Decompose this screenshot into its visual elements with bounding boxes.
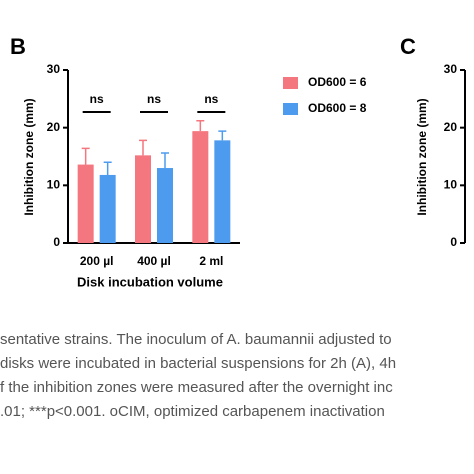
legend-label: OD600 = 6 xyxy=(308,75,367,89)
bar xyxy=(135,155,151,243)
error-bar xyxy=(218,130,227,141)
y-tick-label: 0 xyxy=(53,235,60,249)
y-tick-label: 20 xyxy=(444,120,458,134)
annotation: ns xyxy=(90,92,104,106)
y-tick-label: 10 xyxy=(47,178,61,192)
y-tick-label: 0 xyxy=(450,235,457,249)
y-tick-label: 10 xyxy=(444,178,458,192)
y-axis-label: Inhibition zone (mm) xyxy=(22,98,36,215)
y-tick-label: 30 xyxy=(47,62,61,76)
caption-line: sentative strains. The inoculum of A. ba… xyxy=(0,331,392,348)
y-tick-label: 30 xyxy=(444,62,458,76)
x-tick-label: 400 µl xyxy=(137,254,171,268)
caption-line: .01; ***p<0.001. oCIM, optimized carbape… xyxy=(0,403,385,420)
error-bar xyxy=(196,119,205,132)
y-axis-label: Inhibition zone (mm) xyxy=(415,98,429,215)
caption-line: disks were incubated in bacterial suspen… xyxy=(0,355,396,372)
error-bar xyxy=(81,147,90,165)
error-bar xyxy=(139,139,147,156)
bar xyxy=(214,140,231,243)
legend-swatch xyxy=(283,103,298,115)
bar xyxy=(77,164,94,243)
caption-line: f the inhibition zones were measured aft… xyxy=(0,379,393,396)
x-axis-label: Disk incubation volume xyxy=(77,274,223,289)
annotation: ns xyxy=(147,92,161,106)
legend-swatch xyxy=(283,77,298,89)
error-bar xyxy=(161,152,169,169)
y-tick-label: 20 xyxy=(47,120,61,134)
x-tick-label: 2 ml xyxy=(199,254,223,268)
bar xyxy=(157,168,173,243)
legend-label: OD600 = 8 xyxy=(308,101,367,115)
panel-label: B xyxy=(10,34,26,59)
annotation: ns xyxy=(204,92,218,106)
bar xyxy=(192,131,209,243)
bar xyxy=(99,174,116,243)
x-tick-label: 200 µl xyxy=(80,254,114,268)
panel-label: C xyxy=(400,34,416,59)
error-bar xyxy=(103,161,112,175)
